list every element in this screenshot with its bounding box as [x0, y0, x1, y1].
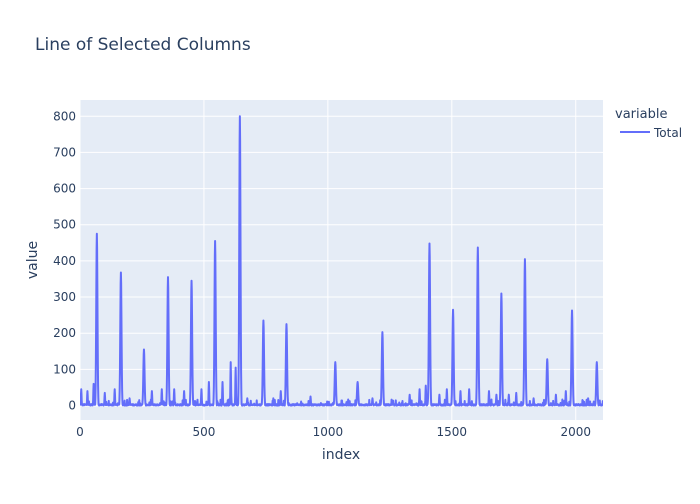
y-tick-label: 700: [53, 145, 76, 159]
y-tick-label: 800: [53, 109, 76, 123]
x-tick-label: 2000: [560, 425, 591, 439]
x-tick-label: 1500: [437, 425, 468, 439]
x-tick-label: 1000: [313, 425, 344, 439]
y-axis-ticks: 0 100 200 300 400 500 600 700 800: [53, 109, 76, 412]
y-tick-label: 200: [53, 326, 76, 340]
x-axis-ticks: 0 500 1000 1500 2000: [76, 425, 591, 439]
legend[interactable]: variable Total: [615, 107, 682, 140]
series-line-total: [80, 115, 603, 407]
legend-title: variable: [615, 107, 667, 122]
y-tick-label: 100: [53, 362, 76, 376]
x-tick-label: 0: [76, 425, 84, 439]
y-axis-label: value: [25, 241, 41, 279]
y-tick-label: 300: [53, 290, 76, 304]
series-layer: [80, 115, 603, 407]
y-tick-label: 400: [53, 254, 76, 268]
y-tick-label: 0: [68, 399, 76, 413]
y-tick-label: 500: [53, 218, 76, 232]
x-tick-label: 500: [192, 425, 215, 439]
legend-item-total[interactable]: Total: [653, 126, 682, 140]
x-axis-label: index: [322, 447, 360, 463]
y-tick-label: 600: [53, 182, 76, 196]
chart-title: Line of Selected Columns: [35, 35, 251, 55]
